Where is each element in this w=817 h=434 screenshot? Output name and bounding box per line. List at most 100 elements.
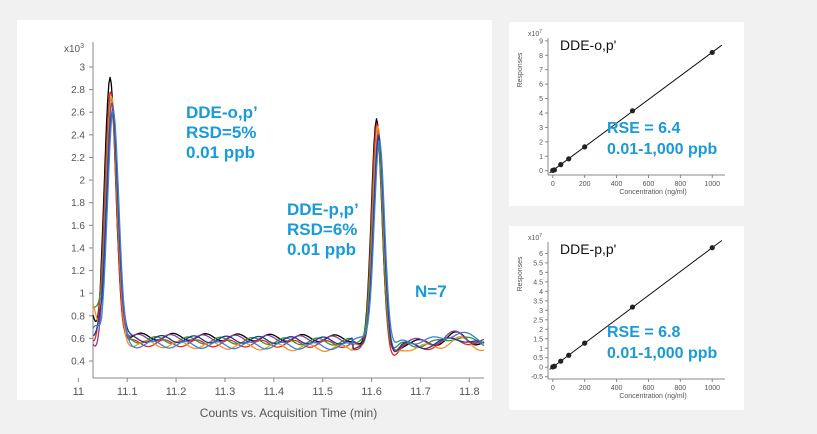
calibration-ppp-x-tick-label: 600: [643, 385, 655, 392]
calibration-ppp-y-tick-label: 1: [539, 346, 543, 353]
calibration-ppp-fit-line: [549, 240, 723, 370]
calibration-ppp-rse: RSE = 6.8: [607, 324, 680, 341]
calibration-ppp-y-tick-label: 3: [539, 308, 543, 315]
calibration-opp-point-5: [582, 144, 588, 150]
calibration-ppp-y-axis-label: Responses: [517, 256, 524, 292]
chromatogram-x-tick-label: 11.4: [264, 386, 285, 398]
chromatogram-x-axis-label: Counts vs. Acquisition Time (min): [200, 406, 377, 420]
calibration-opp-y-multiplier-base: x10: [528, 31, 539, 38]
calibration-opp-point-7: [709, 49, 715, 56]
calibration-ppp-y-tick-label: -0.5: [531, 374, 543, 381]
calibration-ppp-y-multiplier-base: x10: [528, 235, 539, 242]
calibration-opp-y-tick-label: 2: [539, 139, 543, 146]
chromatogram-x-tick-label: 11.5: [312, 386, 333, 398]
chromatogram-y-tick-label: 2: [79, 176, 85, 187]
calibration-opp-title: DDE-o,p': [560, 37, 616, 53]
chromatogram-y-tick-label: 1.2: [71, 266, 85, 277]
calibration-ppp-x-tick-label: 0: [551, 385, 555, 392]
chromatogram-y-tick-label: 2.2: [71, 153, 85, 164]
calibration-ppp-y-tick-label: 4.5: [533, 279, 543, 286]
calibration-ppp-y-tick-label: 3.5: [533, 298, 543, 305]
calibration-opp-range: 0.01-1,000 ppb: [607, 141, 718, 158]
calibration-opp-panel: [509, 22, 744, 206]
chromatogram-y-multiplier-exp: 3: [80, 43, 84, 50]
calibration-ppp-point-7: [709, 245, 715, 251]
calibration-ppp-y-multiplier-exp: 7: [539, 233, 542, 239]
calibration-ppp-range: 0.01-1,000 ppb: [607, 345, 718, 362]
chromatogram-y-tick-label: 0.4: [71, 357, 85, 368]
calibration-ppp-y-tick-label: 5.5: [533, 260, 543, 267]
calibration-opp-x-tick-label: 1000: [704, 181, 720, 188]
calibration-opp-point-6: [629, 108, 636, 114]
chromatogram-y-tick-label: 1.4: [71, 243, 85, 254]
calibration-ppp-point-3: [558, 358, 564, 364]
calibration-opp-y-axis-label: Responses: [517, 52, 524, 88]
chromatogram-annotation-1-line-1: DDE-o,p’: [186, 103, 258, 122]
calibration-opp-y-tick-label: 7: [539, 67, 543, 74]
calibration-ppp-x-tick-label: 800: [675, 385, 687, 392]
calibration-opp-x-tick-label: 800: [675, 181, 687, 188]
calibration-ppp-y-multiplier: x107: [528, 233, 542, 242]
calibration-ppp-y-tick-label: 0.5: [533, 355, 543, 362]
calibration-ppp-point-5: [582, 340, 588, 346]
chromatogram-x-tick-label: 11.7: [410, 386, 431, 398]
chromatogram-trace-6: [92, 109, 485, 353]
chromatogram-y-tick-label: 2.6: [71, 108, 85, 119]
chromatogram-annotation-2-line-2: RSD=6%: [287, 220, 357, 239]
calibration-opp-y-tick-label: 0: [539, 168, 543, 175]
chromatogram-x-tick-label: 11.8: [459, 386, 480, 398]
calibration-ppp-y-tick-label: 5: [539, 270, 543, 277]
calibration-ppp-y-tick-label: 0: [539, 365, 543, 372]
calibration-ppp-title: DDE-p,p': [560, 241, 616, 257]
chromatogram-x-tick-label: 11.6: [361, 386, 382, 398]
calibration-opp-x-tick-label: 400: [611, 181, 623, 188]
calibration-ppp-point-2: [551, 363, 557, 369]
chromatogram-y-tick-label: 1: [79, 289, 85, 300]
calibration-opp-y-multiplier-exp: 7: [539, 29, 542, 35]
chromatogram-trace-7: [92, 110, 485, 351]
calibration-opp-fit-line: [549, 44, 723, 174]
calibration-opp-x-tick-label: 0: [551, 181, 555, 188]
calibration-opp-x-tick-label: 200: [579, 181, 591, 188]
chromatogram-y-tick-label: 2.8: [71, 85, 85, 96]
chromatogram-annotation-1-line-2: RSD=5%: [186, 123, 256, 142]
calibration-ppp-y-tick-label: 2.5: [533, 317, 543, 324]
chromatogram-x-tick-label: 11: [73, 386, 84, 398]
calibration-opp-y-tick-label: 5: [539, 96, 543, 103]
calibration-ppp-y-tick-label: 1.5: [533, 336, 543, 343]
calibration-opp-point-4: [566, 156, 572, 162]
calibration-opp-y-tick-label: 8: [539, 53, 543, 60]
chromatogram-y-tick-label: 1.6: [71, 221, 85, 232]
chromatogram-y-multiplier: x103: [64, 43, 84, 55]
calibration-ppp-panel: [509, 226, 744, 410]
calibration-ppp-y-tick-label: 4: [539, 289, 543, 296]
chromatogram-annotation-2-line-1: DDE-p,p’: [287, 200, 359, 219]
calibration-opp-point-3: [558, 162, 564, 168]
calibration-ppp-y-tick-label: 6: [539, 251, 543, 258]
calibration-opp-x-tick-label: 600: [643, 181, 655, 188]
calibration-ppp-y-tick-label: 2: [539, 327, 543, 334]
calibration-opp-point-2: [551, 167, 557, 173]
chromatogram-x-tick-label: 11.2: [166, 386, 187, 398]
calibration-ppp-point-6: [629, 304, 636, 310]
calibration-opp-y-tick-label: 4: [539, 110, 543, 117]
calibration-ppp-x-tick-label: 200: [579, 385, 591, 392]
calibration-opp-rse: RSE = 6.4: [607, 120, 680, 137]
calibration-opp-y-tick-label: 9: [539, 38, 543, 45]
chromatogram-y-tick-label: 0.8: [71, 311, 85, 322]
chromatogram-y-tick-label: 3: [79, 62, 85, 73]
calibration-opp-y-tick-label: 3: [539, 125, 543, 132]
chromatogram-y-tick-label: 0.6: [71, 334, 85, 345]
calibration-ppp-x-tick-label: 1000: [704, 385, 720, 392]
chromatogram-y-tick-label: 2.4: [71, 130, 85, 141]
chromatogram-annotation-2-line-3: 0.01 ppb: [287, 240, 356, 259]
calibration-opp-y-tick-label: 6: [539, 82, 543, 89]
calibration-opp-y-tick-label: 1: [539, 154, 543, 161]
calibration-opp-x-axis-label: Concentration (ng/ml): [619, 189, 686, 196]
chromatogram-x-tick-label: 11.1: [117, 386, 138, 398]
chromatogram-y-multiplier-base: x10: [64, 44, 81, 55]
chromatogram-trace-5: [92, 102, 485, 351]
chromatogram-y-tick-label: 1.8: [71, 198, 85, 209]
chromatogram-annotation-3-line-1: N=7: [415, 282, 447, 301]
